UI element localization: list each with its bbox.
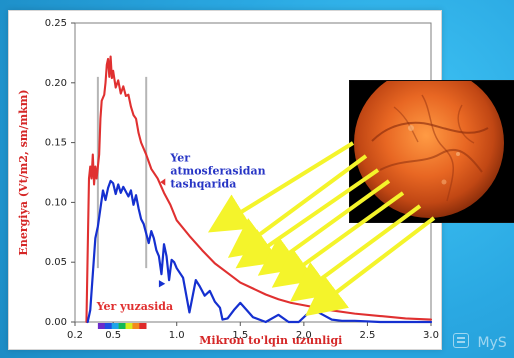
- x-tick-label: 1.0: [169, 330, 185, 341]
- spectrum-segment: [139, 323, 147, 329]
- x-tick-label: 0.2: [67, 330, 83, 341]
- x-tick-label: 0.5: [105, 330, 121, 341]
- x-tick-label: 2.5: [359, 330, 375, 341]
- y-tick-label: 0.00: [45, 317, 67, 328]
- x-axis-label: Mikron to'lqin uzunligi: [199, 334, 342, 347]
- spectrum-segment: [104, 323, 112, 329]
- upper-label-pointer: [160, 178, 166, 186]
- series-line-outside-atmosphere: [85, 55, 433, 324]
- presentation-icon: [453, 333, 469, 348]
- upper-series-label-line: Yer: [169, 152, 190, 165]
- sun-photo: [349, 80, 514, 223]
- spectrum-segment: [118, 323, 126, 329]
- x-tick-label: 3.0: [423, 330, 439, 341]
- y-tick-label: 0.10: [45, 197, 67, 208]
- watermark-text: MyS: [477, 335, 507, 351]
- watermark: MyS: [453, 331, 514, 355]
- x-tick-label: 2.0: [296, 330, 312, 341]
- lower-series-label: Yer yuzasida: [96, 300, 173, 313]
- y-tick-label: 0.20: [45, 78, 67, 89]
- upper-series-label-line: atmosferasidan: [170, 165, 265, 178]
- lower-label-pointer: [158, 280, 166, 288]
- y-tick-label: 0.05: [45, 257, 67, 268]
- upper-series-label-line: tashqarida: [170, 178, 236, 191]
- spectrum-segment: [97, 323, 106, 329]
- spectrum-segment: [111, 323, 119, 329]
- spectrum-segment: [125, 323, 133, 329]
- y-tick-label: 0.25: [45, 18, 67, 29]
- series-line-surface: [86, 179, 433, 324]
- visible-spectrum-bar: [97, 323, 147, 329]
- spectrum-segment: [132, 323, 140, 329]
- y-tick-label: 0.15: [45, 138, 67, 149]
- x-tick-label: 1.5: [232, 330, 248, 341]
- sun-image: [350, 81, 514, 222]
- y-axis-label: Energiya (Vt/m2, sm/mkm): [17, 89, 30, 255]
- chart-data-layer: [85, 55, 433, 324]
